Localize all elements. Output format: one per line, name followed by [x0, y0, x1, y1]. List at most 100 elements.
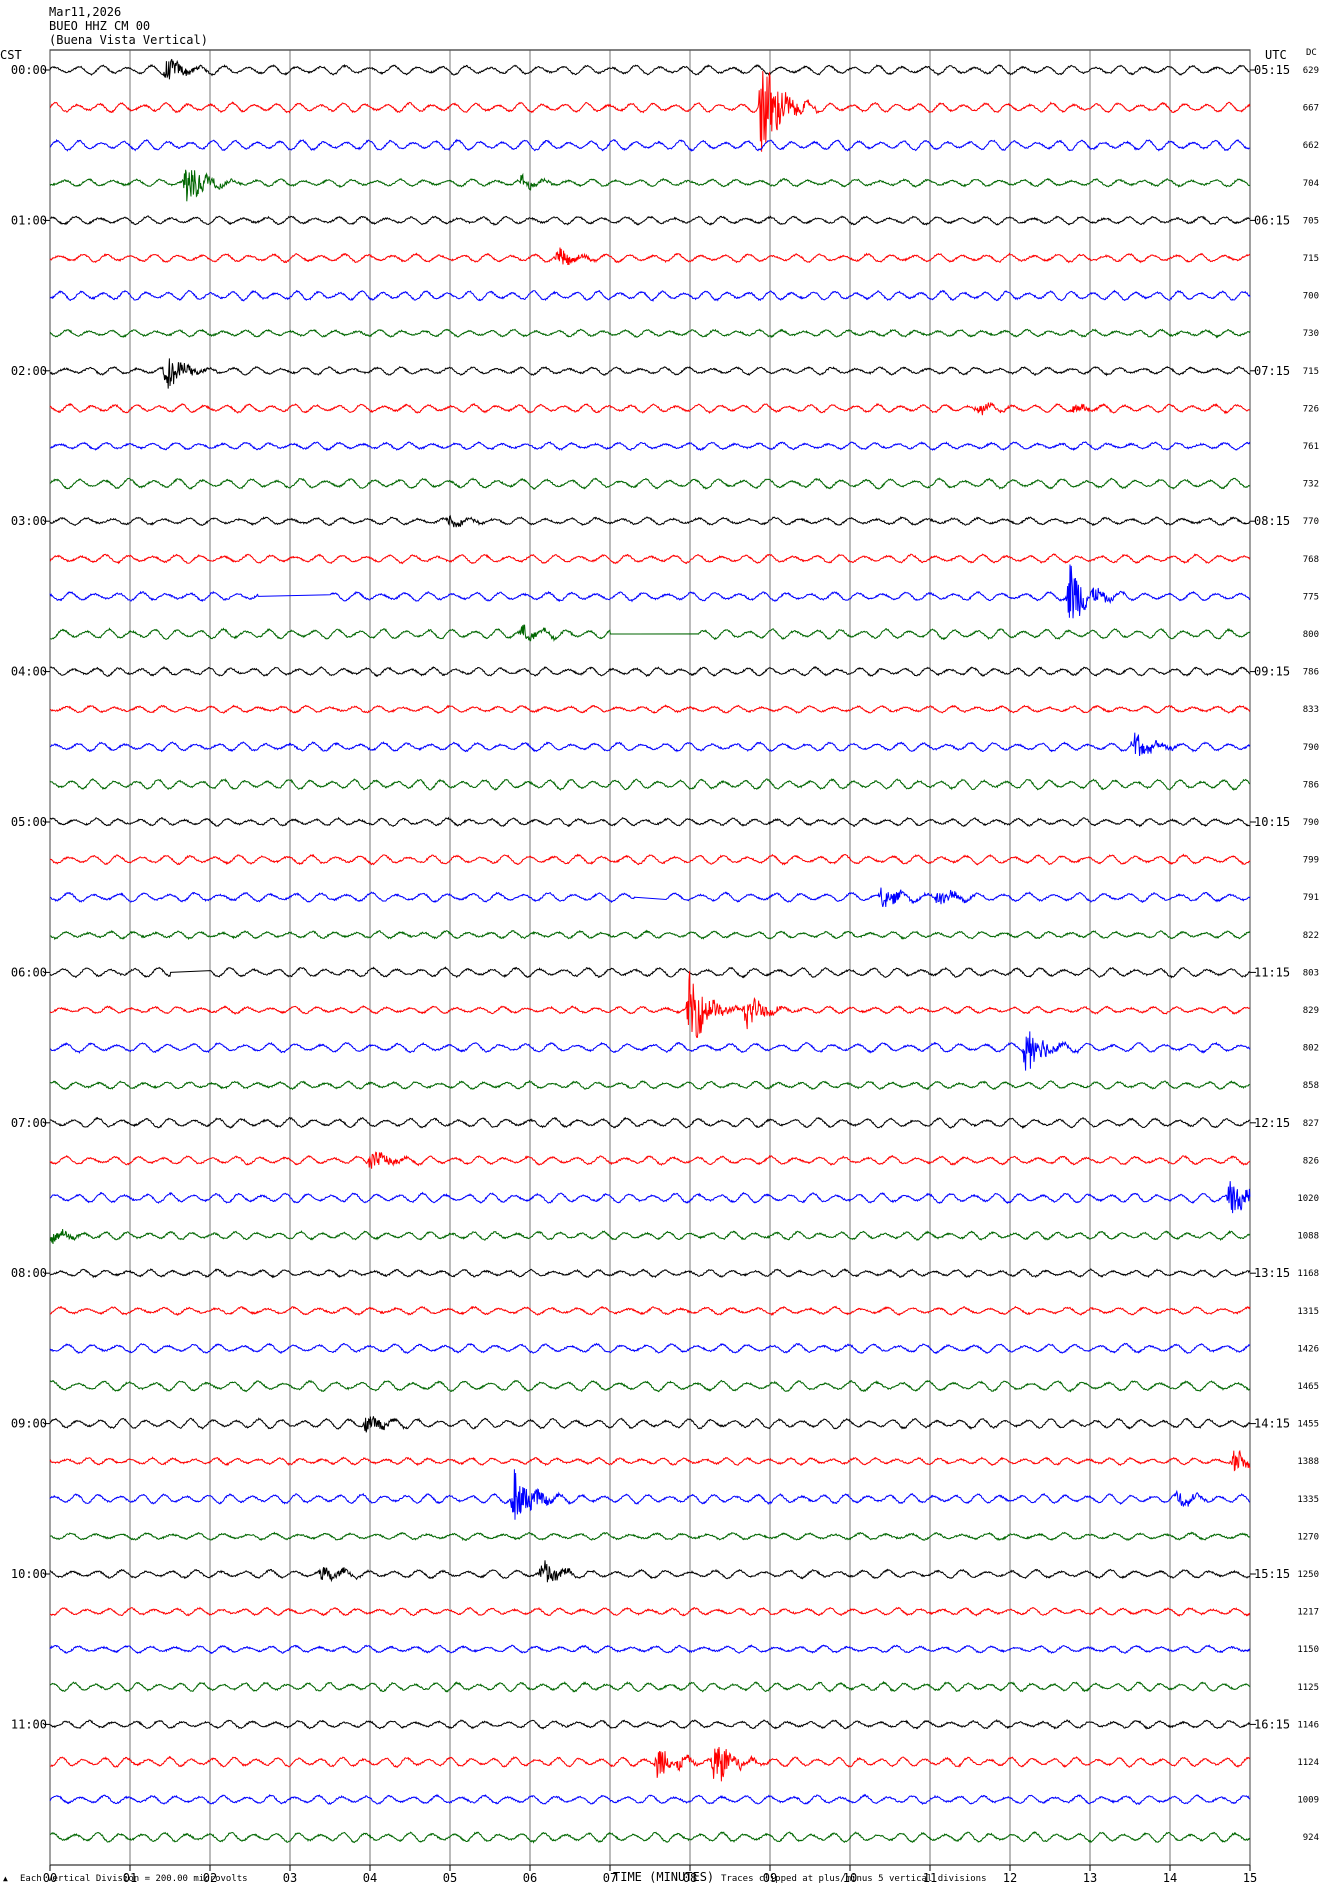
dc-offset-label: 1250	[1297, 1570, 1319, 1580]
dc-offset-label: 786	[1303, 668, 1319, 678]
cst-hour-label: 08:00	[11, 1266, 47, 1280]
trace-row-36	[49, 1416, 1251, 1433]
dc-offset-label: 1124	[1297, 1758, 1319, 1768]
utc-hour-label: 05:15	[1254, 63, 1290, 77]
x-tick-label: 10	[843, 1871, 857, 1885]
trace-row-30	[49, 1181, 1251, 1214]
utc-hour-label: 15:15	[1254, 1567, 1290, 1581]
trace-row-27	[49, 1079, 1251, 1091]
trace-row-5	[49, 247, 1251, 266]
dc-offset-label: 1146	[1297, 1720, 1319, 1730]
dc-offset-label: 1009	[1297, 1796, 1319, 1806]
trace-row-37	[49, 1449, 1251, 1472]
dc-offset-label: 715	[1303, 367, 1319, 377]
utc-hour-label: 14:15	[1254, 1417, 1290, 1431]
x-tick-label: 14	[1163, 1871, 1177, 1885]
trace-row-46	[49, 1793, 1251, 1806]
trace-row-33	[49, 1305, 1251, 1317]
dc-offset-label: 1125	[1297, 1683, 1319, 1693]
trace-row-28	[49, 1116, 1251, 1130]
dc-offset-label: 790	[1303, 743, 1319, 753]
date-label: Mar11,2026	[49, 5, 122, 19]
dc-offset-label: 667	[1303, 104, 1319, 114]
utc-hour-label: 13:15	[1254, 1266, 1290, 1280]
dc-offset-label: 1465	[1297, 1382, 1319, 1392]
trace-row-29	[49, 1151, 1251, 1169]
x-tick-label: 07	[603, 1871, 617, 1885]
x-tick-label: 04	[363, 1871, 377, 1885]
utc-axis-label: UTC	[1265, 48, 1287, 62]
dc-offset-label: 803	[1303, 968, 1319, 978]
trace-row-24	[49, 966, 1251, 979]
trace-row-40	[49, 1560, 1251, 1583]
cst-hour-label: 05:00	[11, 815, 47, 829]
dc-offset-label: 700	[1303, 292, 1319, 302]
trace-row-26	[50, 1031, 1251, 1071]
trace-row-12	[49, 514, 1251, 528]
x-tick-label: 08	[683, 1871, 697, 1885]
dc-offset-label: 732	[1303, 480, 1319, 490]
dc-offset-label: 802	[1303, 1044, 1319, 1054]
dc-offset-label: 768	[1303, 555, 1319, 565]
dc-offset-label: 1335	[1297, 1495, 1319, 1505]
dc-offset-label: 786	[1303, 780, 1319, 790]
dc-offset-label: 826	[1303, 1156, 1319, 1166]
x-tick-label: 13	[1083, 1871, 1097, 1885]
utc-hour-label: 10:15	[1254, 815, 1290, 829]
cst-hour-label: 01:00	[11, 213, 47, 227]
x-tick-label: 03	[283, 1871, 297, 1885]
trace-row-14	[49, 564, 1250, 619]
dc-offset-label: 1217	[1297, 1608, 1319, 1618]
trace-row-31	[49, 1229, 1251, 1245]
x-tick-label: 15	[1243, 1871, 1257, 1885]
dc-offset-label: 1168	[1297, 1269, 1319, 1279]
station-name-label: (Buena Vista Vertical)	[49, 33, 208, 47]
cst-hour-label: 03:00	[11, 514, 47, 528]
dc-offset-label: 770	[1303, 517, 1319, 527]
dc-offset-label: 799	[1303, 856, 1319, 866]
x-tick-label: 11	[923, 1871, 937, 1885]
cst-hour-label: 10:00	[11, 1567, 47, 1581]
cst-hour-label: 02:00	[11, 364, 47, 378]
cst-hour-label: 04:00	[11, 665, 47, 679]
scale-icon: ▲	[3, 1874, 8, 1883]
dc-offset-label: 833	[1303, 705, 1319, 715]
dc-offset-label: 1270	[1297, 1532, 1319, 1542]
cst-hour-label: 07:00	[11, 1116, 47, 1130]
dc-offset-label: 1315	[1297, 1307, 1319, 1317]
utc-hour-label: 16:15	[1254, 1717, 1290, 1731]
station-label: BUEO HHZ CM 00	[49, 19, 151, 33]
plot-frame	[49, 49, 1251, 1866]
trace-row-39	[49, 1531, 1251, 1542]
trace-row-21	[49, 853, 1251, 866]
dc-offset-label: 705	[1303, 216, 1319, 226]
trace-row-44	[49, 1718, 1251, 1730]
trace-row-47	[49, 1831, 1251, 1844]
trace-row-13	[49, 553, 1251, 565]
cst-axis-label: CST	[0, 48, 22, 62]
dc-offset-label: 1020	[1297, 1194, 1319, 1204]
dc-offset-label: 775	[1303, 592, 1319, 602]
trace-row-18	[49, 732, 1251, 757]
dc-axis-label: DC	[1306, 48, 1317, 58]
scale-note: Each Vertical Division = 200.00 microvol…	[20, 1874, 248, 1884]
dc-offset-label: 1388	[1297, 1457, 1319, 1467]
trace-row-35	[49, 1379, 1251, 1393]
dc-offset-label: 629	[1303, 66, 1319, 76]
x-tick-label: 01	[123, 1871, 137, 1885]
dc-offset-label: 829	[1303, 1006, 1319, 1016]
trace-row-34	[49, 1342, 1251, 1355]
dc-offset-label: 1455	[1297, 1420, 1319, 1430]
trace-row-11	[49, 477, 1251, 490]
utc-hour-label: 09:15	[1254, 665, 1290, 679]
trace-row-20	[49, 816, 1251, 828]
utc-hour-label: 12:15	[1254, 1116, 1290, 1130]
dc-offset-label: 704	[1303, 179, 1319, 189]
dc-offset-label: 715	[1303, 254, 1319, 264]
dc-offset-label: 761	[1303, 442, 1319, 452]
trace-row-7	[49, 328, 1251, 339]
x-tick-label: 00	[43, 1871, 57, 1885]
dc-offset-label: 790	[1303, 818, 1319, 828]
cst-hour-label: 06:00	[11, 965, 47, 979]
